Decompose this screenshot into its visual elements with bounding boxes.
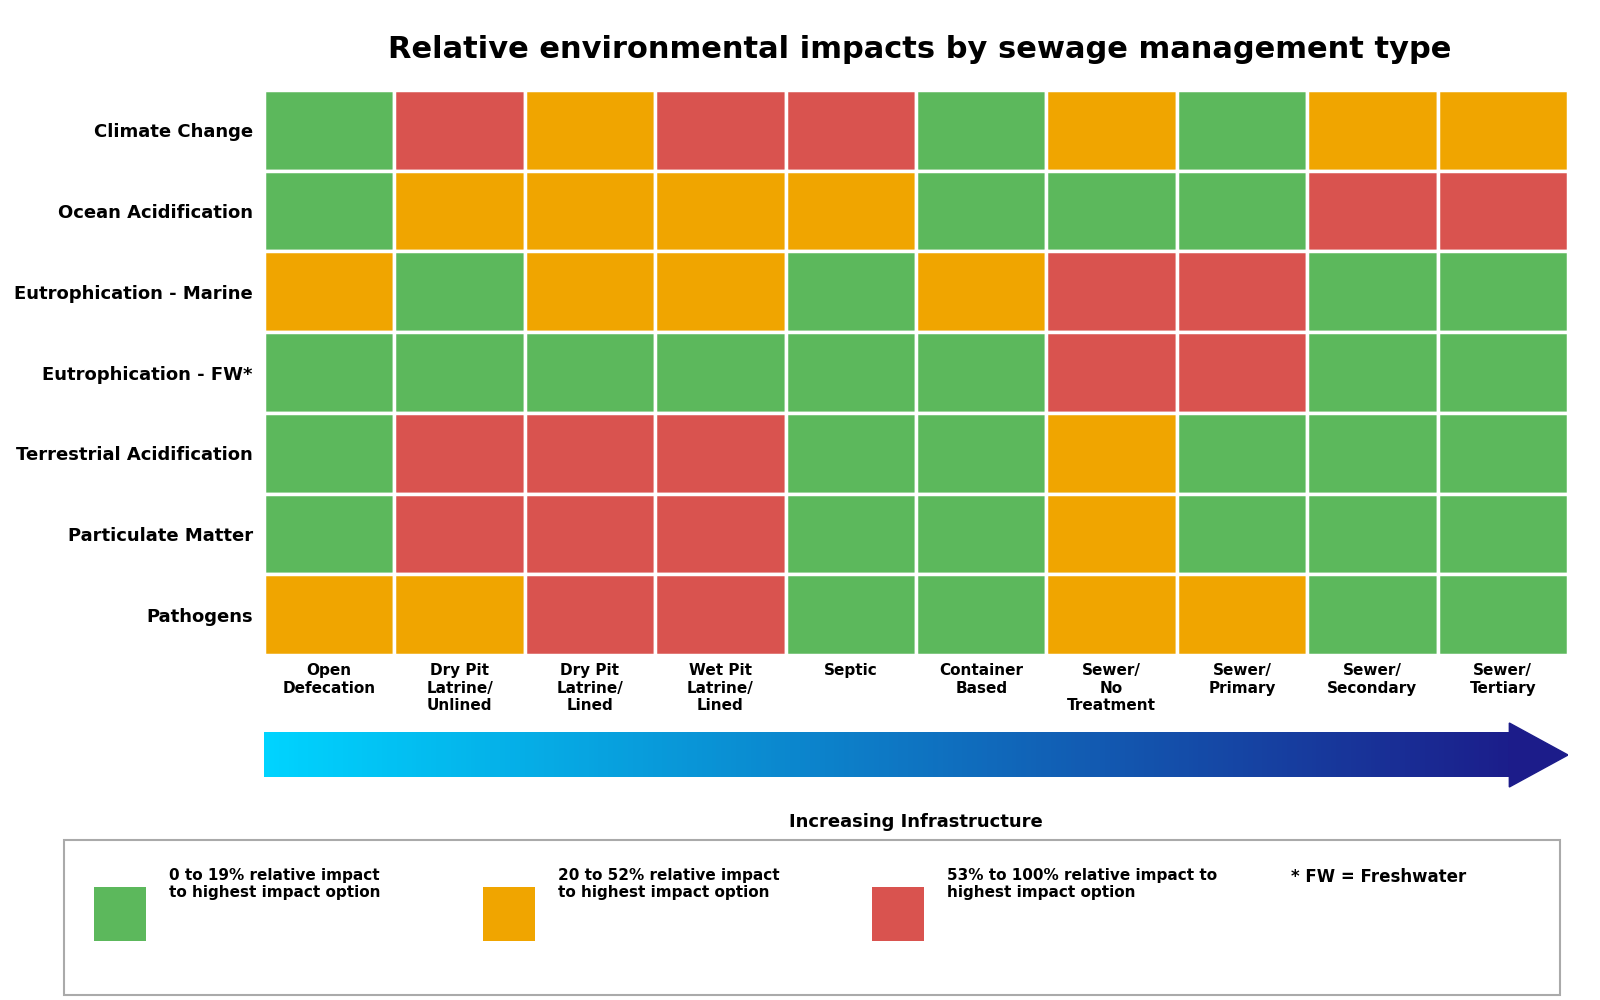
Bar bbox=[915, 251, 1046, 332]
Bar bbox=[1307, 413, 1438, 494]
Bar bbox=[525, 251, 656, 332]
Bar bbox=[1178, 171, 1307, 251]
Bar bbox=[264, 413, 394, 494]
Bar bbox=[1438, 90, 1568, 171]
Text: 53% to 100% relative impact to
highest impact option: 53% to 100% relative impact to highest i… bbox=[947, 868, 1216, 900]
Bar bbox=[264, 574, 394, 655]
Bar bbox=[915, 171, 1046, 251]
Bar bbox=[1307, 332, 1438, 413]
Bar bbox=[394, 90, 525, 171]
Text: 20 to 52% relative impact
to highest impact option: 20 to 52% relative impact to highest imp… bbox=[558, 868, 779, 900]
Bar bbox=[1307, 251, 1438, 332]
Bar bbox=[1438, 251, 1568, 332]
Bar bbox=[394, 171, 525, 251]
Bar bbox=[656, 332, 786, 413]
Polygon shape bbox=[1509, 723, 1568, 787]
Text: * FW = Freshwater: * FW = Freshwater bbox=[1291, 868, 1466, 886]
Bar bbox=[1046, 413, 1178, 494]
Bar bbox=[786, 171, 915, 251]
Bar bbox=[786, 90, 915, 171]
Bar bbox=[394, 332, 525, 413]
Bar bbox=[1438, 413, 1568, 494]
Bar bbox=[1178, 494, 1307, 574]
Bar bbox=[872, 886, 925, 941]
Bar bbox=[1046, 574, 1178, 655]
Bar bbox=[1307, 171, 1438, 251]
Text: Increasing Infrastructure: Increasing Infrastructure bbox=[789, 813, 1043, 831]
Bar bbox=[786, 413, 915, 494]
Bar bbox=[786, 251, 915, 332]
Bar bbox=[1307, 574, 1438, 655]
Bar bbox=[1046, 171, 1178, 251]
Bar bbox=[656, 574, 786, 655]
Bar bbox=[525, 574, 656, 655]
Bar bbox=[786, 574, 915, 655]
Bar bbox=[656, 251, 786, 332]
Bar bbox=[915, 90, 1046, 171]
Bar bbox=[656, 413, 786, 494]
Bar bbox=[483, 886, 536, 941]
Bar bbox=[1046, 90, 1178, 171]
Bar bbox=[394, 494, 525, 574]
Bar bbox=[915, 494, 1046, 574]
Bar bbox=[915, 413, 1046, 494]
Bar bbox=[525, 90, 656, 171]
Bar bbox=[1438, 494, 1568, 574]
Bar bbox=[94, 886, 146, 941]
Text: Relative environmental impacts by sewage management type: Relative environmental impacts by sewage… bbox=[389, 35, 1451, 64]
Bar bbox=[1178, 90, 1307, 171]
Bar bbox=[525, 332, 656, 413]
Bar bbox=[656, 494, 786, 574]
Bar bbox=[1438, 332, 1568, 413]
Bar bbox=[525, 494, 656, 574]
Bar bbox=[656, 90, 786, 171]
Bar bbox=[264, 90, 394, 171]
Bar bbox=[394, 251, 525, 332]
Bar bbox=[394, 413, 525, 494]
Text: 0 to 19% relative impact
to highest impact option: 0 to 19% relative impact to highest impa… bbox=[168, 868, 381, 900]
Bar bbox=[394, 574, 525, 655]
Bar bbox=[264, 251, 394, 332]
Bar bbox=[1046, 494, 1178, 574]
Bar bbox=[525, 171, 656, 251]
Bar bbox=[786, 494, 915, 574]
Bar bbox=[525, 413, 656, 494]
Bar bbox=[264, 171, 394, 251]
Bar bbox=[264, 494, 394, 574]
Bar bbox=[915, 574, 1046, 655]
Bar bbox=[1178, 251, 1307, 332]
Bar bbox=[1046, 332, 1178, 413]
Bar bbox=[264, 332, 394, 413]
Bar bbox=[1307, 494, 1438, 574]
Bar bbox=[1178, 332, 1307, 413]
Bar bbox=[1046, 251, 1178, 332]
Bar bbox=[1438, 574, 1568, 655]
Bar bbox=[1178, 413, 1307, 494]
Bar bbox=[1307, 90, 1438, 171]
Bar bbox=[1438, 171, 1568, 251]
Bar bbox=[786, 332, 915, 413]
Bar bbox=[656, 171, 786, 251]
Bar bbox=[1178, 574, 1307, 655]
Bar bbox=[915, 332, 1046, 413]
